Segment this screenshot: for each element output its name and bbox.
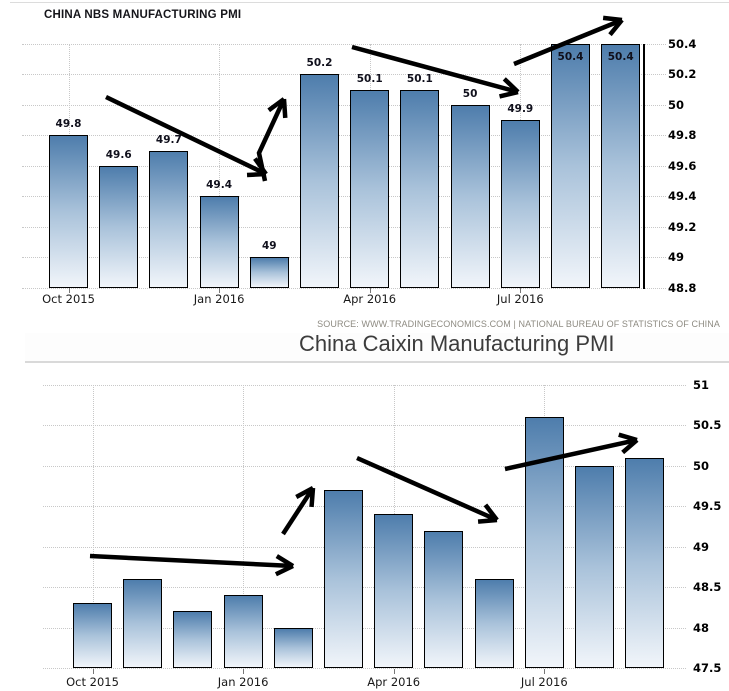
x-axis-tick-mark (544, 669, 546, 674)
x-axis-tick-mark (369, 288, 371, 293)
x-axis-tick-label: Oct 2015 (42, 292, 95, 306)
gridline-horizontal (22, 104, 666, 106)
bar-0 (73, 603, 112, 668)
y-axis-tick-label: 47.5 (693, 661, 722, 675)
x-axis-tick-mark (68, 288, 70, 293)
x-axis-tick-mark (219, 288, 221, 293)
bar-value-label: 50.2 (306, 57, 333, 70)
bar-8 (474, 579, 514, 668)
gridline-horizontal (43, 385, 686, 386)
bar-7 (424, 530, 464, 668)
gridline-horizontal (22, 287, 666, 289)
gridline-horizontal (43, 425, 686, 427)
bar-9 (524, 417, 564, 668)
nbs-chart-title: CHINA NBS MANUFACTURING PMI (44, 9, 242, 21)
gridline-horizontal (22, 196, 666, 198)
bar-3 (223, 595, 263, 668)
gridline-horizontal (43, 587, 686, 589)
x-axis-tick-mark (243, 669, 245, 674)
bar-4 (249, 257, 289, 288)
page-top-border (10, 2, 729, 3)
y-axis-tick-label: 49.4 (668, 189, 697, 204)
caixin-chart-title: China Caixin Manufacturing PMI (299, 331, 615, 356)
bar-10 (575, 465, 614, 668)
bar-6 (374, 514, 414, 668)
gridline-horizontal (43, 668, 686, 669)
y-axis-tick-label: 49.5 (693, 499, 722, 514)
bar-value-label: 49.9 (507, 103, 534, 116)
y-axis-tick-label: 50 (693, 458, 710, 473)
gridline-horizontal (22, 135, 666, 137)
x-axis-tick-mark (520, 288, 522, 293)
bar-value-label: 49 (261, 240, 277, 253)
x-axis-tick-label: Jan 2016 (193, 292, 245, 306)
y-axis-tick-label: 50.4 (668, 37, 697, 51)
bar-4 (273, 627, 313, 668)
x-axis-tick-label: Apr 2016 (367, 675, 421, 689)
bar-2 (173, 611, 213, 668)
gridline-horizontal (22, 226, 666, 228)
bar-11 (625, 457, 665, 668)
x-axis-tick-label: Jul 2016 (520, 675, 568, 689)
y-axis-line (643, 44, 645, 289)
bar-7 (400, 89, 440, 288)
y-axis-tick-label: 50.5 (693, 418, 722, 433)
gridline-horizontal (22, 44, 666, 45)
y-axis-tick-label: 48 (693, 620, 710, 635)
y-axis-tick-label: 48.5 (693, 580, 722, 595)
y-axis-tick-label: 49.6 (668, 158, 697, 173)
gridline-vertical (92, 385, 94, 668)
x-axis-tick-label: Oct 2015 (66, 675, 119, 689)
bar-0 (49, 135, 88, 288)
gridline-horizontal (43, 546, 686, 548)
y-axis-tick-label: 51 (693, 378, 710, 392)
source-attribution: SOURCE: WWW.TRADINGECONOMICS.COM | NATIO… (317, 319, 720, 329)
bar-value-label: 49.8 (55, 118, 82, 131)
bar-1 (123, 579, 163, 668)
bar-9 (500, 120, 540, 288)
bar-6 (350, 89, 390, 288)
y-axis-tick-label: 49 (668, 250, 685, 265)
bar-5 (300, 74, 339, 288)
x-axis-tick-mark (393, 669, 395, 674)
bar-11 (601, 44, 641, 288)
gridline-horizontal (22, 74, 666, 76)
gridline-vertical (243, 385, 245, 668)
bar-8 (450, 104, 490, 288)
y-axis-tick-label: 49 (693, 539, 710, 554)
caixin-title-band (25, 333, 729, 363)
bar-10 (551, 44, 590, 288)
bar-5 (324, 490, 363, 668)
gridline-horizontal (43, 627, 686, 629)
bar-value-label: 49.4 (206, 179, 233, 192)
y-axis-tick-label: 50 (668, 97, 685, 112)
gridline-horizontal (22, 257, 666, 259)
x-axis-tick-mark (92, 669, 94, 674)
x-axis-tick-label: Apr 2016 (343, 292, 397, 306)
gridline-horizontal (22, 165, 666, 167)
x-axis-tick-label: Jul 2016 (496, 292, 544, 306)
y-axis-tick-label: 50.2 (668, 67, 697, 82)
y-axis-tick-label: 49.8 (668, 128, 697, 143)
bar-3 (199, 196, 239, 288)
y-axis-tick-label: 48.8 (668, 280, 697, 295)
y-axis-tick-label: 49.2 (668, 219, 697, 234)
x-axis-tick-label: Jan 2016 (217, 675, 269, 689)
